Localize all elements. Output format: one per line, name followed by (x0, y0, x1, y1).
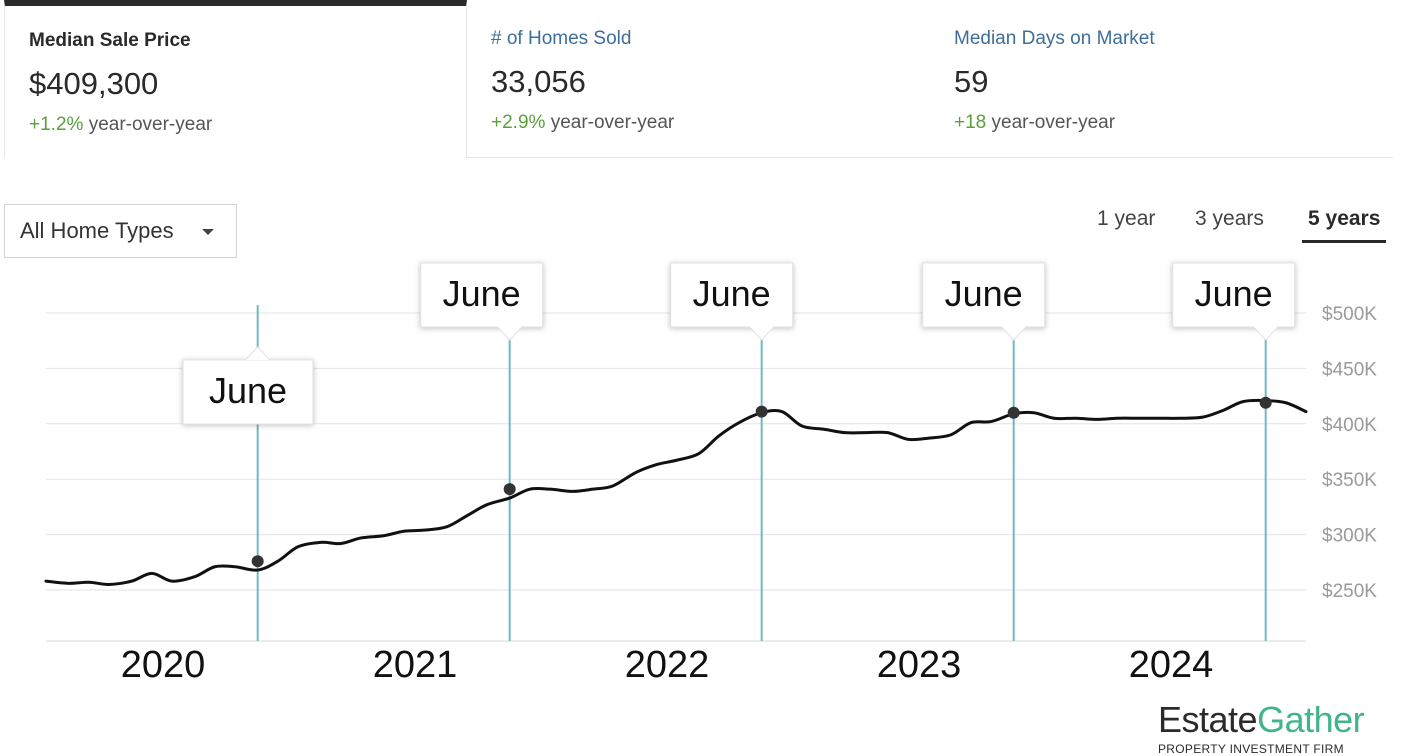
y-tick-label: $500K (1322, 304, 1377, 325)
x-year-label: 2021 (373, 644, 458, 686)
june-callout-label: June (945, 273, 1023, 314)
time-range-tabs: 1 year 3 years 5 years (1090, 205, 1393, 245)
caret-down-icon (202, 229, 214, 235)
logo-wordmark: EstateGather (1158, 699, 1365, 740)
y-tick-label: $350K (1322, 470, 1377, 491)
x-year-label: 2024 (1129, 644, 1214, 686)
price-chart: June June June June June $250K $300K $350K $400… (44, 262, 1377, 686)
stat-label: Median Days on Market (954, 28, 1155, 49)
stat-value: 59 (954, 64, 989, 99)
stat-change-text: year-over-year (550, 112, 675, 133)
june-callout: June (420, 262, 544, 341)
logo-tagline: PROPERTY INVESTMENT FIRM (1158, 742, 1344, 756)
tab-5-years[interactable]: 5 years (1302, 205, 1387, 243)
june-callout-label: June (443, 273, 521, 314)
y-tick-label: $250K (1322, 581, 1377, 602)
x-year-label: 2020 (121, 644, 206, 686)
stat-delta: +2.9% (491, 112, 546, 133)
june-data-point[interactable] (1259, 396, 1272, 409)
tab-1-year[interactable]: 1 year (1097, 207, 1156, 230)
june-data-point[interactable] (503, 483, 516, 496)
stat-change: +18 year-over-year (954, 112, 1393, 134)
y-tick-label: $300K (1322, 526, 1377, 547)
stat-value: $409,300 (29, 66, 159, 101)
june-callout-label: June (693, 273, 771, 314)
y-tick-label: $400K (1322, 415, 1377, 436)
stat-change-text: year-over-year (88, 114, 213, 135)
june-callout: June (1172, 262, 1296, 341)
june-callout-label: June (209, 370, 287, 411)
median-price-line (44, 398, 1308, 586)
stat-tab-homes-sold[interactable]: # of Homes Sold 33,056 +2.9% year-over-y… (467, 0, 930, 158)
stats-bar: Median Sale Price $409,300 +1.2% year-ov… (0, 0, 1393, 158)
home-type-dropdown[interactable]: All Home Types (4, 204, 237, 258)
june-callout-label: June (1195, 273, 1273, 314)
june-callout: June (670, 262, 794, 341)
y-tick-label: $450K (1322, 359, 1377, 380)
stat-tab-days-on-market[interactable]: Median Days on Market 59 +18 year-over-y… (930, 0, 1393, 158)
stat-delta: +1.2% (29, 114, 84, 135)
stat-change-text: year-over-year (991, 112, 1116, 133)
estategather-logo: EstateGather PROPERTY INVESTMENT FIRM (1158, 699, 1398, 756)
x-year-label: 2022 (625, 644, 710, 686)
home-type-selected: All Home Types (20, 218, 174, 243)
stat-label: # of Homes Sold (491, 28, 632, 49)
stat-label: Median Sale Price (29, 30, 191, 51)
stat-delta: +18 (954, 112, 987, 133)
june-data-point[interactable] (755, 405, 768, 418)
june-data-point[interactable] (1007, 406, 1020, 419)
june-callout: June (182, 346, 314, 425)
stat-change: +2.9% year-over-year (491, 112, 930, 134)
stat-tab-median-sale-price[interactable]: Median Sale Price $409,300 +1.2% year-ov… (4, 0, 467, 158)
june-callout: June (922, 262, 1046, 341)
june-data-point[interactable] (251, 555, 264, 568)
tab-3-years[interactable]: 3 years (1195, 207, 1264, 230)
x-year-label: 2023 (877, 644, 962, 686)
stat-value: 33,056 (491, 64, 586, 99)
stat-change: +1.2% year-over-year (29, 114, 466, 136)
